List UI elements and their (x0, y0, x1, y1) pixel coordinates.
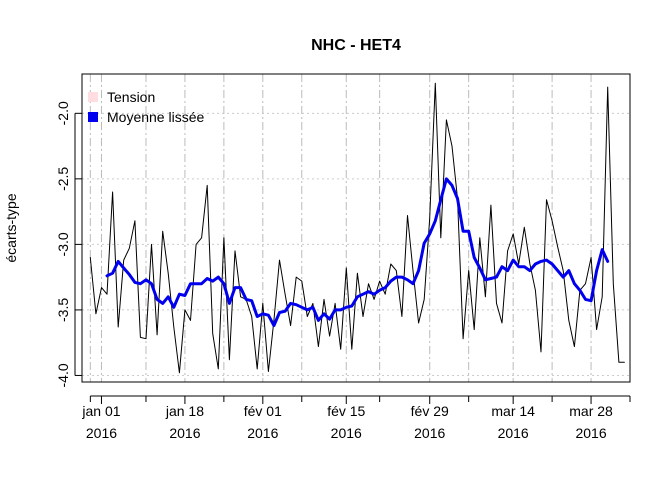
x-tick-label-date: jan 18 (165, 403, 204, 419)
x-tick-label-year: 2016 (247, 425, 278, 441)
y-tick-label: -2.0 (55, 101, 71, 125)
y-axis-label: écarts-type (3, 193, 19, 262)
x-tick-label-year: 2016 (331, 425, 362, 441)
x-tick-label-year: 2016 (498, 425, 529, 441)
y-tick-label: -4.0 (55, 363, 71, 387)
x-tick-label-date: jan 01 (81, 403, 120, 419)
x-tick-label-date: mar 28 (569, 403, 613, 419)
plot-frame (81, 73, 631, 383)
y-tick-label: -2.5 (55, 167, 71, 191)
x-tick-label-year: 2016 (575, 425, 606, 441)
legend-swatch (88, 112, 98, 122)
x-tick-label-year: 2016 (86, 425, 117, 441)
x-tick-label-date: fév 15 (327, 403, 365, 419)
y-axis: -4.0 -3.5 -3.0 -2.5 -2.0 (55, 101, 82, 388)
y-tick-label: -3.0 (55, 232, 71, 256)
series-line-tension (89, 82, 625, 374)
y-tick-label: -3.5 (55, 298, 71, 322)
legend-label: Moyenne lissée (107, 109, 204, 125)
x-tick-label-date: fév 01 (244, 403, 282, 419)
x-tick-label-year: 2016 (414, 425, 445, 441)
series-line-moyenne-lissee (105, 177, 610, 328)
legend: Tension Moyenne lissée (88, 89, 204, 125)
x-axis: jan 01 2016 jan 18 2016 fév 01 2016 fév 15 2016… (81, 395, 631, 441)
legend-label: Tension (107, 89, 155, 105)
x-tick-label-date: fév 29 (411, 403, 449, 419)
series-layer (89, 82, 625, 374)
x-tick-label-year: 2016 (169, 425, 200, 441)
legend-swatch (88, 92, 98, 102)
chart-title: NHC - HET4 (311, 37, 401, 54)
x-tick-label-date: mar 14 (491, 403, 535, 419)
